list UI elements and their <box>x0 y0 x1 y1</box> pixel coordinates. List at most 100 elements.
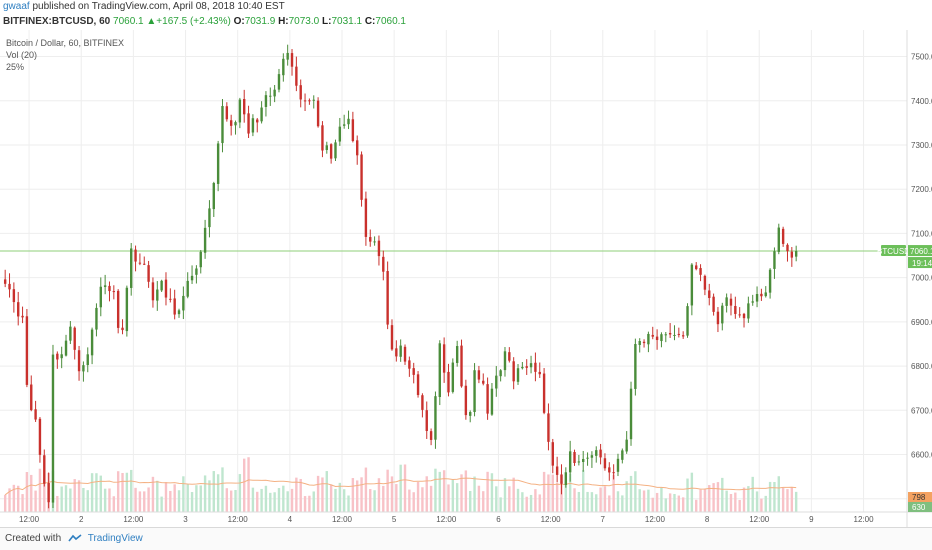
volume-tag <box>908 492 932 503</box>
candle-body <box>529 363 533 368</box>
candle-body <box>121 327 124 331</box>
candle-body <box>125 287 129 332</box>
candle-body <box>173 298 176 315</box>
volume-bar <box>625 481 628 512</box>
volume-bar <box>73 479 76 512</box>
volume-bar <box>434 468 437 512</box>
grid-lines <box>0 30 907 512</box>
candle-body <box>399 345 402 357</box>
volume-bar <box>221 467 224 512</box>
candle-body <box>38 418 42 455</box>
volume-bar <box>560 481 563 512</box>
volume-bar <box>338 482 342 512</box>
volume-bar <box>655 492 659 512</box>
legend-percent: 25% <box>6 62 24 72</box>
candle-body <box>790 251 794 258</box>
volume-bar <box>169 490 172 512</box>
candle-body <box>86 354 89 366</box>
candle-body <box>351 119 355 142</box>
volume-ma-tag <box>908 502 932 512</box>
candle-body <box>512 361 515 382</box>
candle-body <box>234 122 237 126</box>
candle-body <box>690 264 694 306</box>
candle-body <box>403 346 407 362</box>
volume-bar <box>695 499 698 512</box>
price-axis[interactable]: 6500.06600.06700.06800.06900.07000.07100… <box>911 53 932 504</box>
candle-body <box>455 346 459 363</box>
volume-bar <box>377 478 381 512</box>
author-link[interactable]: gwaaf <box>3 1 30 12</box>
volume-bar <box>12 484 16 512</box>
volume-bar <box>103 488 107 512</box>
candle-body <box>412 368 415 375</box>
volume-bar <box>321 477 324 512</box>
volume-bar <box>25 472 29 512</box>
volume-bar <box>447 484 450 512</box>
volume-bar <box>794 491 798 512</box>
volume-bar <box>721 477 724 512</box>
legend: Bitcoin / Dollar, 60, BITFINEX Vol (20) … <box>6 38 124 72</box>
candle-body <box>338 126 342 142</box>
candle-body <box>642 341 646 344</box>
volume-bar <box>286 491 289 512</box>
volume-bar <box>768 481 772 512</box>
candle-body <box>243 99 246 115</box>
symbol-tag-label: BTCUSD <box>877 247 910 256</box>
price-tick-label: 7200.0 <box>911 185 932 194</box>
change-value: +167.5 (+2.43%) <box>156 16 231 27</box>
candle-body <box>160 280 163 291</box>
volume-bar <box>777 476 780 512</box>
volume-bar <box>590 492 594 512</box>
volume-bar <box>290 488 294 512</box>
volume-bar <box>38 468 42 512</box>
candle-body <box>473 370 476 413</box>
candle-body <box>560 474 563 484</box>
time-tick-label: 5 <box>392 515 397 524</box>
volume-bar <box>243 458 246 512</box>
volume-bar <box>77 480 81 512</box>
low-label: L: <box>322 16 332 27</box>
candle-body <box>542 373 546 413</box>
volume-bar <box>21 494 24 512</box>
candle-body <box>30 384 33 411</box>
volume-bar <box>82 487 85 512</box>
candle-body <box>442 344 446 373</box>
volume-bar <box>451 479 455 512</box>
time-axis[interactable]: 12:00 2 12:00 3 12:00 4 12:00 5 12:00 6 12:00 7 12:0… <box>19 515 874 524</box>
candle-body <box>603 458 607 469</box>
volume-bar <box>582 470 585 512</box>
candle-body <box>777 227 780 252</box>
volume-bar <box>442 470 446 512</box>
candle-body <box>595 450 598 456</box>
volume-bar <box>229 490 233 512</box>
volume-bar <box>303 496 307 512</box>
footer-brand[interactable]: TradingView <box>87 533 143 544</box>
volume-bar <box>273 492 276 512</box>
candle-body <box>282 58 285 76</box>
candle-body <box>638 341 641 345</box>
candle-body <box>17 302 20 317</box>
volume-bar <box>308 495 311 512</box>
candle-body <box>577 461 581 463</box>
candle-body <box>734 305 737 314</box>
volume-bar <box>534 489 537 512</box>
volume-bar <box>464 470 468 512</box>
volume-bar <box>260 488 263 512</box>
candle-body <box>47 482 50 503</box>
volume-bar <box>403 464 407 512</box>
time-tick-label: 4 <box>288 515 293 524</box>
volume-bar <box>690 472 694 512</box>
candle-body <box>56 353 59 360</box>
volume-bar <box>751 476 754 512</box>
volume-bar <box>190 492 194 512</box>
chart-frame[interactable]: 6500.06600.06700.06800.06900.07000.07100… <box>0 30 932 527</box>
volume-bar <box>112 496 116 512</box>
volume-bar <box>603 486 607 512</box>
volume-bar <box>564 481 568 512</box>
time-tick-label: 12:00 <box>854 515 875 524</box>
volume-bar <box>573 488 576 512</box>
time-tick-label: 12:00 <box>123 515 144 524</box>
candle-body <box>34 409 37 420</box>
volume-bar <box>529 494 533 512</box>
volume-bar <box>712 483 715 512</box>
